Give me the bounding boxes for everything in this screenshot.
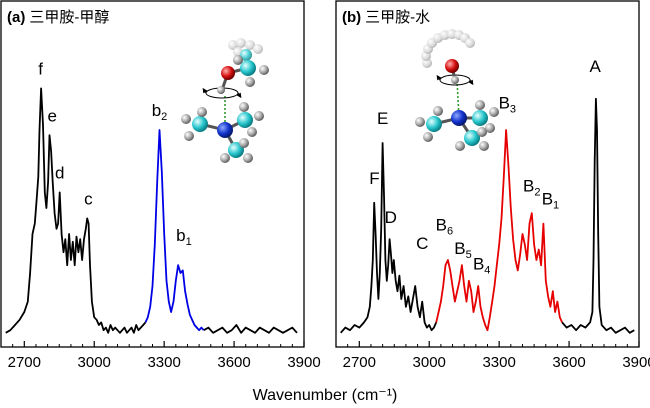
peak-label-b-B5: B5	[454, 239, 471, 261]
series-line-a-blue	[144, 129, 205, 332]
series-line-a-black-tail	[203, 324, 298, 334]
panel-title-b: 三甲胺-水	[365, 9, 430, 26]
x-tick-label-a-3000: 3000	[78, 354, 111, 371]
peak-label-a-e: e	[48, 106, 57, 125]
peak-label-a-d: d	[55, 164, 64, 183]
x-ticks-b: 2700 3000 3300 3600 3900	[343, 341, 650, 371]
series-line-b-red	[435, 129, 563, 332]
x-axis-title: Wavenumber (cm⁻¹)	[253, 387, 398, 404]
peak-label-b-B1: B1	[542, 190, 559, 212]
x-tick-label-b-3000: 3000	[413, 354, 446, 371]
x-tick-label-b-3600: 3600	[552, 354, 585, 371]
svg-text:(b)三甲胺-水: (b) 三甲胺-水	[342, 9, 430, 26]
x-ticks-a: 2700 3000 3300 3600 3900	[8, 341, 321, 371]
peak-label-b-B6: B6	[436, 216, 453, 238]
x-tick-label-a-3900: 3900	[287, 354, 320, 371]
panel-title-a: 三甲胺-甲醇	[29, 9, 109, 26]
peak-label-b-B3: B3	[499, 93, 516, 115]
peak-label-b-D: D	[385, 208, 397, 227]
ghost-hydrogen-arc	[421, 29, 475, 68]
series-group-a	[5, 87, 298, 334]
x-tick-label-a-3600: 3600	[217, 354, 250, 371]
peak-label-b-C: C	[416, 234, 428, 253]
series-group-b	[340, 97, 635, 334]
peak-label-a-c: c	[84, 190, 93, 209]
panel-label-a: (a)	[7, 9, 25, 26]
peak-label-b-B4: B4	[473, 255, 490, 277]
x-tick-label-a-2700: 2700	[8, 354, 41, 371]
series-line-b-black	[340, 142, 438, 334]
peak-label-a-f: f	[38, 60, 43, 79]
peak-label-b-B2: B2	[523, 177, 540, 199]
peak-label-b-A: A	[590, 57, 602, 76]
peak-label-a-b2: b2	[152, 101, 168, 123]
x-tick-label-b-3300: 3300	[482, 354, 515, 371]
x-tick-label-b-3900: 3900	[622, 354, 650, 371]
peak-label-a-b1: b1	[176, 226, 192, 248]
molecule-trimethylamine-methanol	[181, 38, 269, 163]
panel-label-b: (b)	[342, 9, 361, 26]
peak-label-b-E: E	[377, 109, 388, 128]
peak-labels-a: f e d c b2 b1	[38, 60, 192, 248]
x-tick-label-a-3300: 3300	[147, 354, 180, 371]
series-line-a-black	[5, 87, 147, 334]
panel-a: (a) 三甲胺-甲醇 f e d c b2 b1 2700 3000 3300 3600 3900	[0, 0, 321, 371]
series-line-b-black-tail	[561, 97, 635, 334]
molecule-trimethylamine-water	[415, 29, 499, 151]
ghost-methyl-group	[228, 38, 263, 61]
x-tick-label-b-2700: 2700	[343, 354, 376, 371]
peak-label-b-F: F	[369, 169, 379, 188]
svg-text:(a)三甲胺-甲醇: (a) 三甲胺-甲醇	[7, 9, 109, 26]
